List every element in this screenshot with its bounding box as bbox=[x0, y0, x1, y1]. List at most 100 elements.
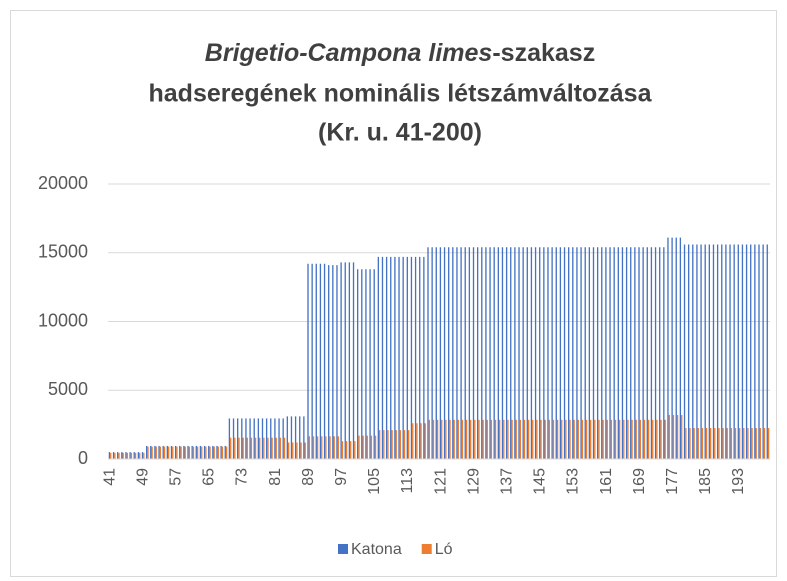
bar bbox=[490, 419, 493, 459]
bar bbox=[552, 419, 555, 459]
bar bbox=[287, 442, 290, 459]
bar bbox=[543, 247, 545, 459]
legend-label: Ló bbox=[435, 541, 453, 558]
bar bbox=[568, 247, 570, 459]
bar bbox=[539, 247, 541, 459]
bar bbox=[390, 256, 392, 459]
chart-title: (Kr. u. 41-200) bbox=[318, 119, 482, 147]
bar bbox=[497, 247, 499, 459]
bar bbox=[112, 452, 115, 459]
bar bbox=[365, 269, 367, 459]
bar bbox=[321, 436, 323, 459]
bar bbox=[195, 445, 197, 459]
bar bbox=[427, 247, 429, 459]
bar bbox=[122, 452, 124, 459]
bar bbox=[205, 446, 207, 459]
bar bbox=[470, 419, 472, 459]
bar bbox=[551, 247, 553, 459]
bar bbox=[170, 445, 173, 459]
bar bbox=[270, 418, 272, 459]
bar bbox=[733, 244, 735, 459]
bar bbox=[580, 247, 582, 459]
bar bbox=[154, 445, 156, 459]
bar bbox=[254, 437, 257, 459]
bar bbox=[725, 244, 727, 459]
bar bbox=[337, 436, 339, 459]
legend-swatch bbox=[338, 544, 348, 554]
bar bbox=[738, 428, 741, 459]
bar bbox=[700, 244, 702, 459]
bar bbox=[230, 437, 232, 459]
bar bbox=[693, 428, 695, 459]
bar bbox=[448, 247, 450, 459]
x-tick-label: 97 bbox=[333, 468, 350, 486]
bar bbox=[241, 418, 243, 459]
bar bbox=[441, 419, 443, 459]
bar bbox=[117, 452, 119, 459]
bar bbox=[340, 262, 342, 459]
bar bbox=[203, 445, 206, 459]
bar bbox=[676, 415, 679, 459]
bar bbox=[362, 435, 364, 459]
bar bbox=[705, 428, 708, 459]
bar bbox=[754, 244, 756, 459]
bar bbox=[485, 247, 487, 459]
bar bbox=[118, 452, 120, 459]
bar bbox=[381, 256, 384, 459]
bar bbox=[623, 419, 625, 459]
bar bbox=[147, 446, 149, 459]
bar bbox=[472, 247, 475, 459]
bar bbox=[482, 419, 484, 459]
bar bbox=[345, 441, 348, 459]
x-tick-label: 145 bbox=[532, 468, 549, 495]
bar bbox=[721, 244, 723, 459]
bar bbox=[474, 419, 476, 459]
bar bbox=[379, 430, 381, 459]
bar bbox=[279, 437, 282, 459]
bar bbox=[134, 452, 137, 459]
bar bbox=[614, 419, 617, 459]
bar bbox=[647, 419, 650, 459]
bar bbox=[369, 269, 371, 459]
x-tick-label: 113 bbox=[399, 468, 416, 494]
bar bbox=[108, 452, 111, 459]
bar bbox=[503, 419, 505, 459]
bar bbox=[672, 415, 675, 459]
bar bbox=[759, 428, 761, 459]
bar bbox=[511, 419, 513, 459]
bar bbox=[224, 445, 226, 459]
bar bbox=[341, 441, 344, 459]
bar bbox=[312, 436, 315, 459]
bar bbox=[424, 423, 426, 459]
bar bbox=[617, 247, 619, 459]
bar bbox=[452, 247, 454, 459]
x-tick-label: 193 bbox=[730, 468, 747, 495]
bar bbox=[183, 445, 185, 459]
bar bbox=[414, 256, 417, 459]
bar bbox=[594, 419, 596, 459]
bar bbox=[166, 445, 168, 459]
bar bbox=[435, 247, 437, 459]
chart-title: Brigetio-Campona limes-szakasz bbox=[205, 39, 595, 67]
bar bbox=[373, 269, 375, 459]
bar bbox=[292, 442, 294, 459]
bar bbox=[625, 247, 628, 459]
bar bbox=[172, 446, 174, 459]
bar bbox=[275, 437, 277, 459]
bar bbox=[385, 256, 388, 459]
bar bbox=[221, 446, 224, 459]
bar bbox=[519, 419, 522, 459]
bar bbox=[696, 244, 698, 459]
bar bbox=[652, 419, 654, 459]
chart-border bbox=[10, 10, 777, 577]
bar bbox=[249, 418, 251, 459]
bar bbox=[758, 244, 760, 459]
x-tick-label: 129 bbox=[465, 468, 482, 495]
bar bbox=[461, 419, 464, 459]
bar bbox=[265, 418, 268, 459]
bar bbox=[350, 441, 352, 459]
bar bbox=[708, 244, 711, 459]
bar bbox=[176, 446, 178, 459]
x-tick-label: 137 bbox=[498, 468, 515, 495]
bar bbox=[734, 428, 737, 459]
